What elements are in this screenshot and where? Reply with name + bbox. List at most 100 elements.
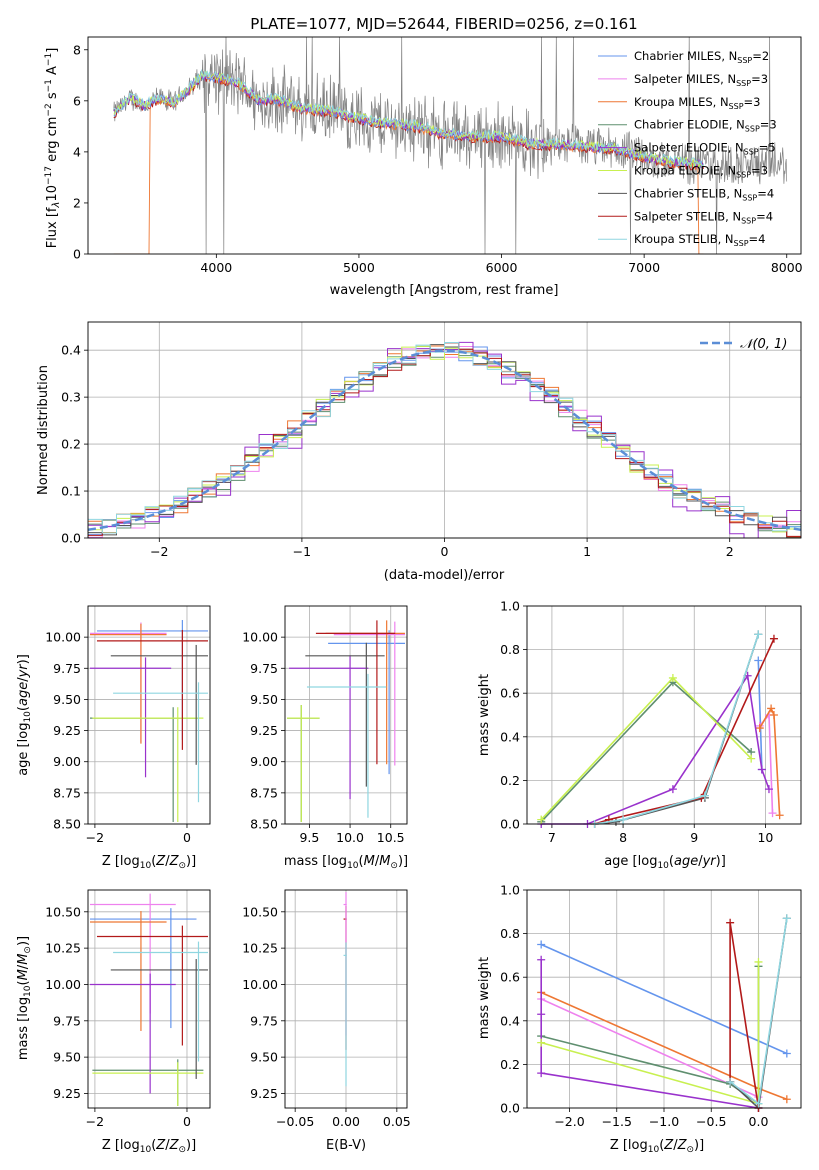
age_vs_Z-ytick-label: 9.25	[53, 723, 81, 738]
massweight_vs_Z-ytick-label: 0.4	[500, 1013, 520, 1028]
age_vs_mass-ytick-label: 9.00	[250, 754, 278, 769]
mass_vs_Z-xtick-label: 0	[183, 1114, 191, 1129]
massweight_vs_age-series-marker	[768, 809, 777, 818]
massweight_vs_age-axes: 7 8 9 10 0.0 0.2 0.4 0.6 0.8 1.0	[500, 599, 801, 845]
mass_vs_ebv-frame	[284, 889, 408, 1109]
spectrum-title: PLATE=1077, MJD=52644, FIBERID=0256, z=0…	[250, 15, 637, 33]
age_vs_Z-ytick-label: 8.50	[53, 817, 81, 832]
massweight_vs_Z-series-marker	[537, 1038, 546, 1047]
massweight_vs_age-xtick-label: 8	[619, 830, 627, 845]
mass_vs_Z-xtick-label: −2	[86, 1114, 104, 1129]
age_vs_Z-ytick-label: 9.00	[53, 754, 81, 769]
spectrum-legend-label: Chabrier ELODIE, NSSP=3	[634, 118, 777, 134]
age_vs_mass-ytick-label: 9.25	[250, 723, 278, 738]
age-vs-z-ylabel: age [log10(age/yr)]	[16, 654, 33, 776]
spectrum-legend-label: Kroupa ELODIE, NSSP=3	[634, 164, 768, 180]
massweight_vs_age-series-marker	[757, 765, 766, 774]
mass_vs_Z-ytick-label: 10.25	[45, 941, 81, 956]
spectrum-frame	[87, 36, 802, 255]
massweight_vs_Z-xtick-label: 0.0	[749, 1114, 769, 1129]
massweight_vs_age-series-marker	[769, 711, 778, 719]
spectrum-ytick-label: 0	[73, 247, 81, 262]
spectrum-legend-label: Salpeter STELIB, NSSP=4	[634, 209, 773, 225]
spectrum-xtick-label: 8000	[771, 260, 803, 275]
spectrum-legend: Chabrier MILES, NSSP=2 Salpeter MILES, NS…	[598, 49, 777, 248]
mass_vs_ebv-xtick-label: 0.05	[383, 1114, 411, 1129]
mass_vs_Z-ytick-label: 10.50	[45, 904, 81, 919]
massweight_vs_age-series-line	[594, 634, 760, 825]
massweight_vs_age-frame	[526, 605, 802, 825]
massweight_vs_age-series-marker	[767, 704, 776, 713]
mass-vs-z-ylabel: mass [log10(M/M⊙)]	[16, 936, 33, 1060]
spectrum-ytick-label: 6	[73, 93, 81, 108]
residuals-xtick-label: −2	[150, 544, 168, 559]
age-vs-z-xlabel: Z [log10(Z/Z⊙)]	[102, 854, 196, 871]
massweight_vs_age-series-marker	[668, 673, 677, 682]
residuals-ylabel: Normed distribution	[36, 365, 51, 495]
age_vs_Z-xtick-label: −2	[86, 830, 104, 845]
massweight_vs_age-series-line	[757, 660, 763, 770]
mass_vs_Z-ytick-label: 9.25	[53, 1086, 81, 1101]
mass_vs_ebv-ytick-label: 10.00	[242, 977, 278, 992]
massweight_vs_age-series-line	[594, 638, 775, 825]
massweight_vs_Z-series-marker	[537, 1069, 546, 1078]
massweight_vs_Z-xtick-label: −1.5	[602, 1114, 632, 1129]
massweight_vs_age-ytick-label: 0.8	[500, 642, 520, 657]
residuals-ytick-label: 0.2	[61, 437, 81, 452]
mass_vs_ebv-ytick-label: 9.75	[250, 1013, 278, 1028]
age-vs-mass-xlabel: mass [log10(M/M⊙)]	[284, 854, 408, 871]
massweight_vs_Z-xtick-label: −1.0	[649, 1114, 679, 1129]
mass-vs-ebv-xlabel: E(B-V)	[326, 1138, 366, 1153]
massweight_vs_Z-series-marker	[537, 955, 546, 964]
massweight_vs_Z-ytick-label: 0.8	[500, 926, 520, 941]
mass_vs_Z-ytick-label: 9.50	[53, 1050, 81, 1065]
age_vs_mass-xtick-label: 10.5	[377, 830, 405, 845]
massweight_vs_age-series-marker	[747, 754, 756, 763]
mass_vs_Z-axes: −2 0 9.25 9.50 9.75 10.00 10.25 10.50	[45, 890, 210, 1129]
residuals-histogram-line	[88, 342, 801, 538]
massweight_vs_age-series-line	[759, 706, 781, 816]
massweight_vs_Z-ytick-label: 0.2	[500, 1057, 520, 1072]
spectrum-ytick-label: 8	[73, 42, 81, 57]
massweight_vs_Z-ytick-label: 1.0	[500, 883, 520, 898]
mass_vs_ebv-ytick-label: 10.50	[242, 904, 278, 919]
massweight_vs_age-series-marker	[775, 811, 784, 820]
massweight_vs_age-series-marker	[769, 634, 778, 643]
spectrum-axes: 4000 5000 6000 7000 8000 0 2 4 6 8	[73, 42, 803, 275]
mw-vs-z-xlabel: Z [log10(Z/Z⊙)]	[610, 1138, 704, 1155]
massweight_vs_Z-series-marker	[537, 940, 546, 949]
residuals-frame	[87, 321, 802, 539]
age_vs_mass-ytick-label: 8.50	[250, 817, 278, 832]
spectrum-legend-label: Salpeter MILES, NSSP=3	[634, 72, 768, 88]
age_vs_mass-ytick-label: 9.50	[250, 692, 278, 707]
age_vs_mass-points	[287, 620, 405, 822]
mass_vs_ebv-ytick-label: 9.50	[250, 1050, 278, 1065]
spectrum-xtick-label: 5000	[343, 260, 375, 275]
massweight_vs_Z-series	[537, 914, 791, 1112]
age_vs_mass-xtick-label: 10.0	[336, 830, 364, 845]
spectrum-ytick-label: 2	[73, 195, 81, 210]
mass_vs_ebv-points	[343, 892, 347, 1087]
massweight_vs_age-xtick-label: 7	[548, 830, 556, 845]
massweight_vs_Z-series-marker	[782, 1049, 791, 1058]
massweight_vs_age-series-marker	[619, 815, 628, 824]
massweight_vs_Z-series-line	[540, 998, 759, 1098]
mass_vs_ebv-ytick-label: 10.25	[242, 941, 278, 956]
age_vs_Z-points	[90, 620, 208, 822]
spectrum-legend-label: Chabrier STELIB, NSSP=4	[634, 186, 774, 202]
massweight_vs_age-series-marker	[700, 791, 709, 800]
age_vs_mass-frame	[284, 605, 408, 825]
spectrum-xtick-label: 4000	[200, 260, 232, 275]
age_vs_Z-ytick-label: 10.00	[45, 630, 81, 645]
massweight_vs_age-series	[537, 630, 784, 828]
residuals-ytick-label: 0.1	[61, 484, 81, 499]
mass_vs_Z-points	[90, 893, 208, 1106]
age_vs_Z-ytick-label: 9.50	[53, 692, 81, 707]
age_vs_mass-xtick-label: 9.5	[299, 830, 319, 845]
massweight_vs_Z-series-marker	[537, 1010, 546, 1019]
mass_vs_ebv-xtick-label: −0.05	[276, 1114, 314, 1129]
spectrum-legend-label: Salpeter ELODIE, NSSP=5	[634, 141, 776, 157]
massweight_vs_age-ytick-label: 0.0	[500, 817, 520, 832]
